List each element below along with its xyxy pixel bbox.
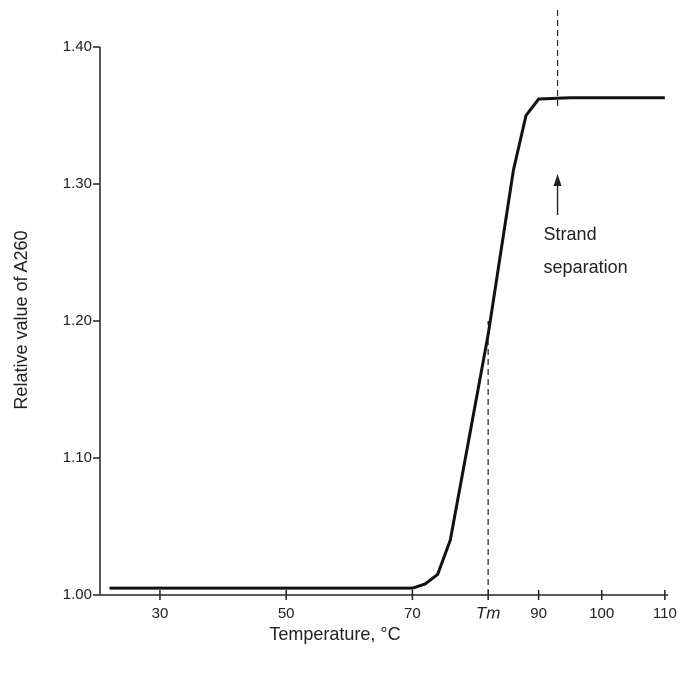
x-tick-label: 110 (653, 605, 677, 622)
annotation: separation (544, 257, 628, 277)
y-tick-label: 1.40 (63, 38, 92, 55)
x-tick-label: 50 (278, 605, 295, 622)
x-tick-label: 90 (530, 605, 547, 622)
y-tick-label: 1.10 (63, 449, 92, 466)
y-tick-label: 1.30 (63, 175, 92, 192)
x-tick-label: 30 (152, 605, 169, 622)
x-tick-label: 70 (404, 605, 421, 622)
x-tick-label: Tm (476, 603, 501, 622)
x-tick-label: 100 (589, 605, 614, 622)
arrow-head (553, 174, 562, 186)
data-line (109, 96, 665, 590)
y-axis-label: Relative value of A260 (11, 230, 31, 409)
annotation: Strand (544, 224, 597, 244)
x-axis-label: Temperature, °C (269, 624, 400, 644)
y-tick-label: 1.00 (63, 586, 92, 603)
y-tick-label: 1.20 (63, 312, 92, 329)
